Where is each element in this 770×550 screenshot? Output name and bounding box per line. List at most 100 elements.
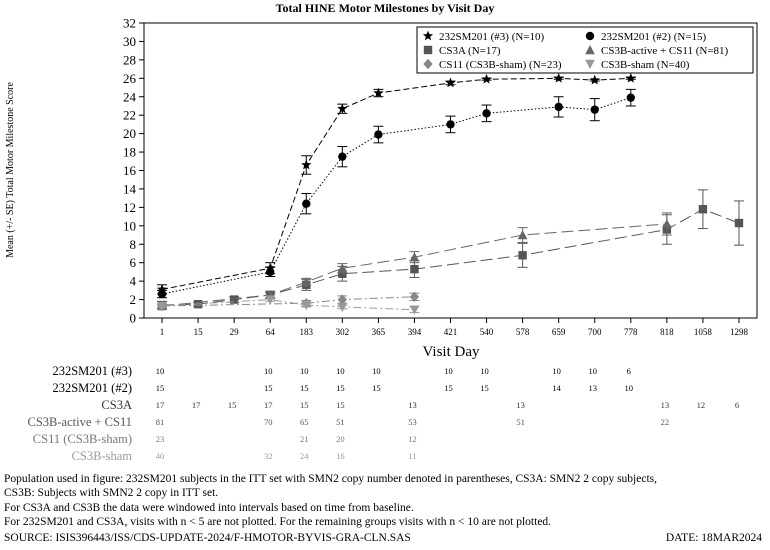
risk-count: 15 [372, 383, 381, 393]
series-line [161, 97, 631, 295]
series-0 [156, 72, 636, 295]
data-point [589, 74, 600, 85]
y-tick-label: 24 [123, 89, 137, 104]
chart-title: Total HINE Motor Milestones by Visit Day [276, 1, 495, 15]
risk-count: 10 [444, 366, 453, 376]
risk-count: 17 [156, 400, 165, 410]
x-tick-label: 659 [552, 327, 566, 337]
risk-count: 15 [300, 400, 309, 410]
risk-row-label: 232SM201 (#3) [52, 364, 132, 378]
data-point [625, 72, 636, 83]
legend-box [416, 26, 754, 74]
x-tick-label: 578 [516, 327, 530, 337]
risk-count: 70 [264, 417, 273, 427]
risk-count: 6 [627, 366, 631, 376]
y-tick-label: 4 [130, 274, 137, 289]
y-tick-label: 10 [123, 218, 136, 233]
data-point [481, 73, 492, 84]
y-tick-label: 16 [123, 163, 137, 178]
data-point [409, 305, 420, 315]
risk-count: 11 [408, 451, 416, 461]
risk-count: 23 [156, 434, 165, 444]
x-tick-label: 540 [480, 327, 494, 337]
data-point [338, 269, 347, 278]
series-5 [157, 295, 420, 315]
risk-count: 17 [192, 400, 201, 410]
risk-count: 40 [156, 451, 165, 461]
series-line [161, 77, 631, 290]
data-point [518, 251, 527, 260]
series-line [162, 296, 415, 307]
risk-count: 17 [264, 400, 273, 410]
legend-label: 232SM201 (#2) (N=15) [601, 31, 707, 43]
risk-count: 10 [625, 383, 634, 393]
legend-label: 232SM201 (#3) (N=10) [439, 31, 545, 43]
y-tick-label: 2 [130, 292, 137, 307]
data-point [157, 301, 167, 312]
y-tick-label: 18 [123, 145, 136, 160]
y-tick-label: 12 [123, 200, 136, 215]
legend-marker [423, 58, 433, 70]
data-point [662, 218, 672, 229]
x-axis-label: Visit Day [422, 344, 480, 360]
y-tick-label: 22 [123, 108, 136, 123]
risk-count: 13 [588, 383, 597, 393]
risk-count: 13 [516, 400, 525, 410]
risk-count: 15 [264, 383, 273, 393]
risk-count: 13 [408, 400, 417, 410]
x-tick-label: 421 [444, 327, 458, 337]
data-point [734, 218, 744, 228]
data-point [156, 284, 168, 294]
risk-count: 10 [156, 366, 165, 376]
y-tick-label: 28 [123, 52, 136, 67]
risk-row-label: CS3B-sham [72, 449, 133, 463]
risk-count: 15 [336, 383, 345, 393]
risk-count: 24 [300, 451, 309, 461]
risk-count: 20 [336, 434, 345, 444]
footnote-line: For CS3A and CS3B the data were windowed… [4, 501, 414, 514]
data-point [301, 277, 312, 287]
y-tick-label: 20 [123, 126, 136, 141]
data-point [374, 130, 383, 139]
x-tick-label: 394 [408, 327, 422, 337]
x-tick-label: 1 [160, 327, 165, 337]
data-point [409, 291, 420, 302]
risk-count: 12 [697, 400, 706, 410]
data-point [626, 93, 635, 102]
footnote-line: Population used in figure: 232SM201 subj… [4, 473, 657, 485]
y-tick-label: 14 [123, 181, 137, 196]
data-point [301, 159, 312, 170]
risk-count: 10 [588, 366, 597, 376]
data-point [445, 77, 456, 88]
x-tick-label: 778 [624, 327, 638, 337]
legend-label: CS3B-sham (N=40) [601, 59, 690, 71]
risk-count: 15 [300, 383, 309, 393]
number-at-risk-table: 232SM201 (#3) 10 10 10 10 10 10 10 10 10 6 232SM201… [27, 364, 739, 463]
x-tick-label: 1298 [730, 327, 749, 337]
x-tick-label: 1058 [694, 327, 713, 337]
x-tick-label: 15 [194, 327, 204, 337]
y-tick-label: 6 [130, 255, 137, 270]
data-point [157, 289, 167, 299]
y-axis-label: Mean (+/- SE) Total Motor Milestone Scor… [5, 82, 16, 258]
data-point [553, 72, 564, 83]
y-tick-label: 32 [123, 16, 136, 31]
x-tick-label: 29 [230, 327, 240, 337]
risk-row-label: CS3A [101, 398, 132, 412]
x-tick-label: 818 [660, 327, 674, 337]
risk-count: 12 [408, 434, 417, 444]
risk-count: 65 [300, 417, 309, 427]
risk-count: 22 [661, 417, 670, 427]
legend-marker [422, 30, 434, 41]
x-tick-label: 700 [588, 327, 602, 337]
footnotes: Population used in figure: 232SM201 subj… [4, 472, 766, 530]
risk-count: 53 [408, 417, 417, 427]
x-tick-label: 64 [266, 327, 276, 337]
data-point [482, 109, 491, 118]
risk-count: 15 [444, 383, 453, 393]
report-date: DATE: 18MAR2024 [665, 532, 762, 544]
risk-row-label: CS3B-active + CS11 [27, 415, 132, 429]
hine-motor-milestones-chart: Total HINE Motor Milestones by Visit Day… [5, 1, 758, 463]
legend-marker [585, 45, 595, 55]
risk-count: 10 [336, 366, 345, 376]
